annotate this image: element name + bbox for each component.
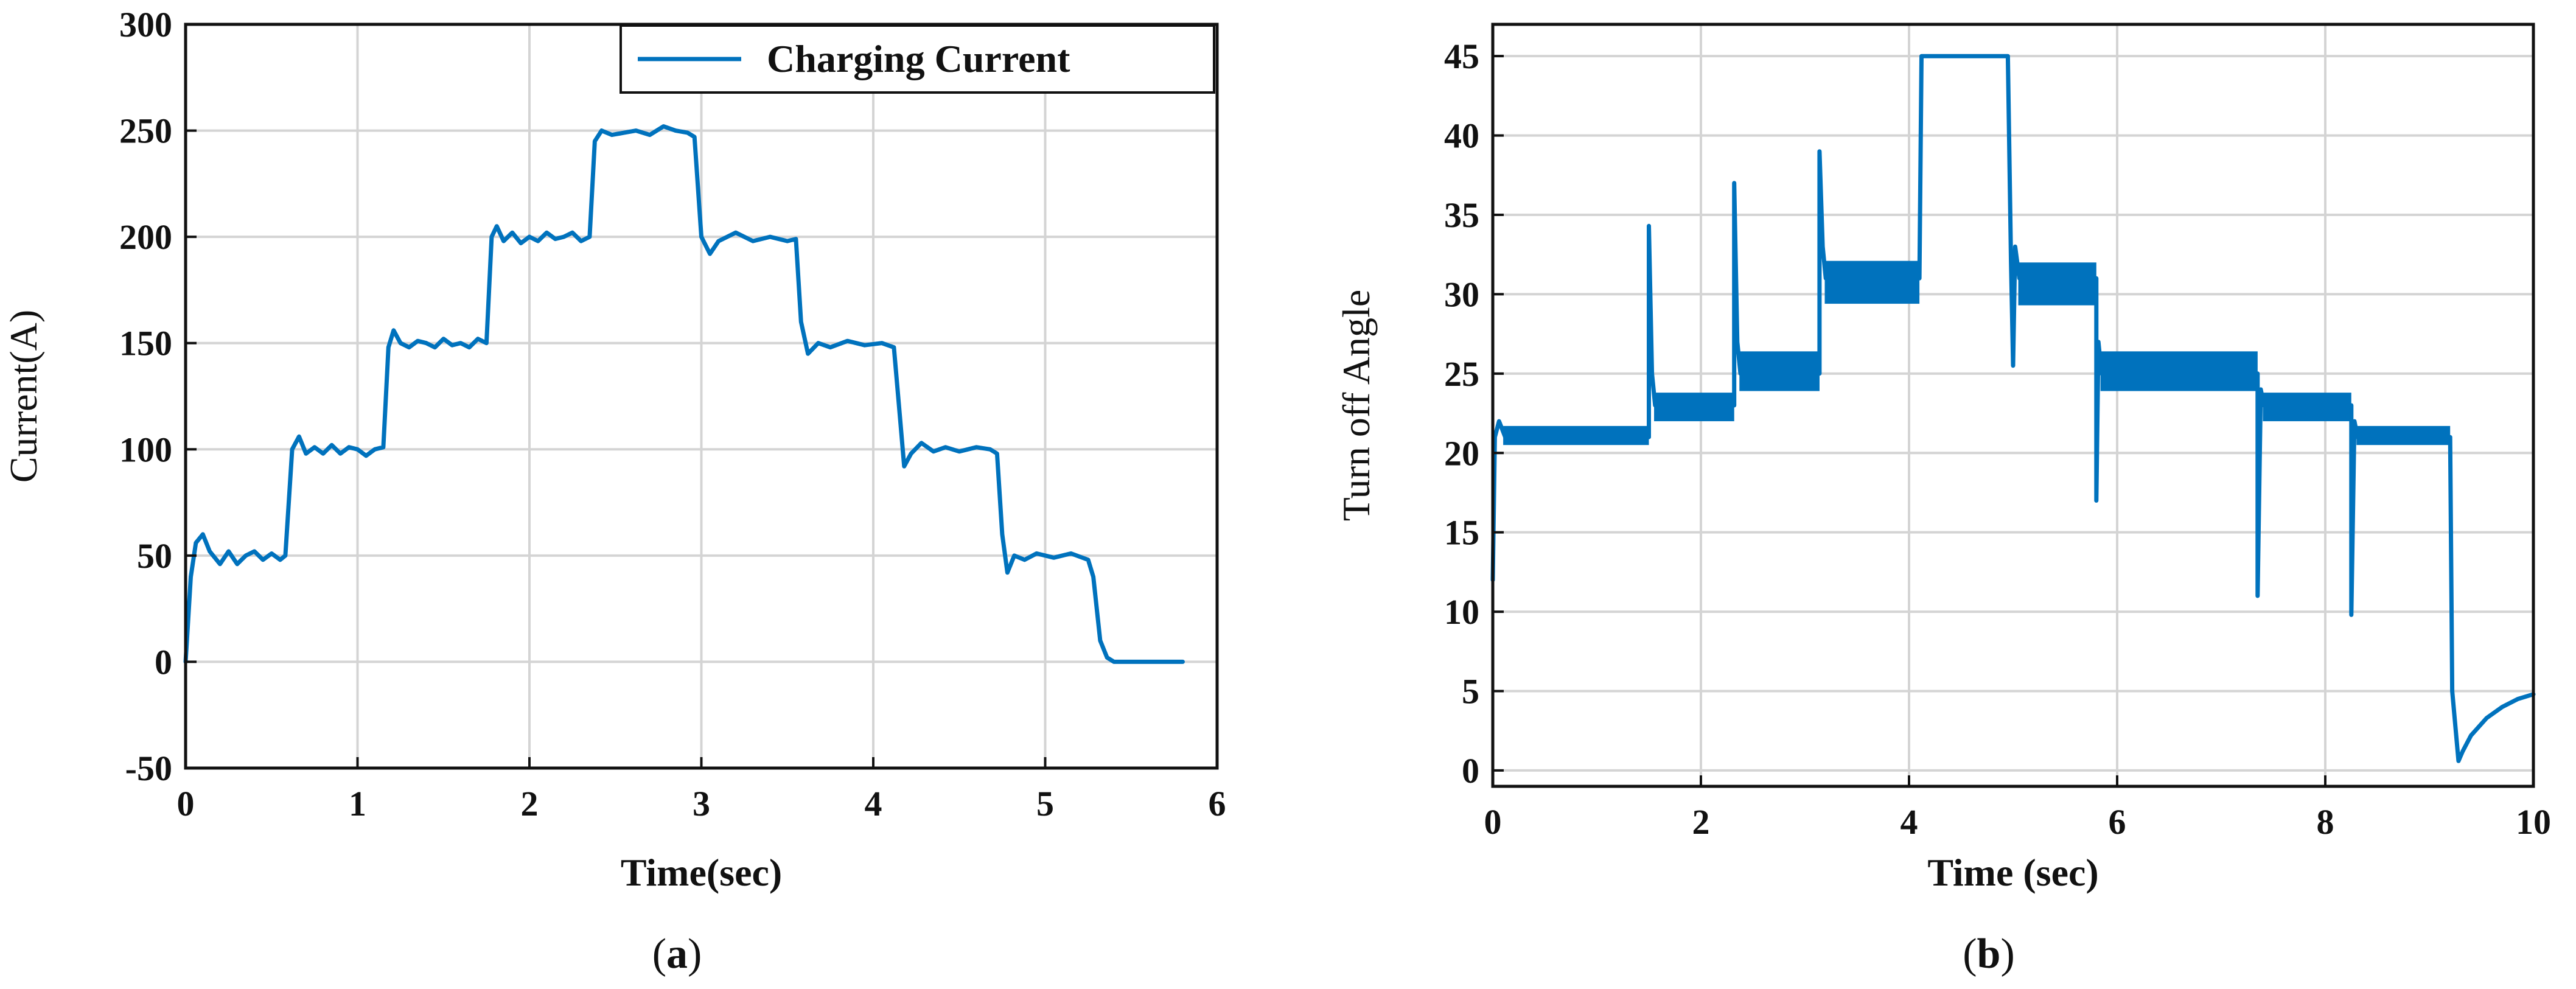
y-tick-label: 250: [119, 111, 172, 151]
series-line-turn-off-angle: [1490, 54, 2536, 763]
y-tick-label: 35: [1444, 195, 1479, 235]
y-tick-label: 0: [1462, 751, 1479, 791]
series-line-charging-current: [183, 124, 1185, 664]
x-tick-label: 2: [521, 784, 539, 823]
x-tick-label: 0: [1484, 802, 1502, 842]
y-tick-label: 200: [119, 217, 172, 257]
x-tick-label: 8: [2317, 802, 2334, 842]
x-tick-label: 2: [1692, 802, 1710, 842]
x-tick-label: 3: [693, 784, 710, 823]
y-tick-label: 150: [119, 324, 172, 363]
caption-b-close: ): [2000, 931, 2014, 977]
ripple-band: [1739, 351, 1820, 391]
chart-panel-b: 0 2 4 6 8 10 0 5 10 15 20 25 30 35 40 45 Time (sec) Tur…: [1335, 23, 2551, 977]
caption-b-open: (: [1963, 931, 1977, 977]
x-tick-label: 4: [865, 784, 882, 823]
x-axis-label-a: Time(sec): [621, 851, 782, 894]
y-tick-label: 0: [155, 642, 172, 682]
x-tick-label: 4: [1901, 802, 1918, 842]
y-tick-label: 25: [1444, 354, 1479, 394]
series-layer-a: [183, 124, 1185, 664]
ripple-band: [2100, 351, 2258, 391]
caption-a-close: ): [688, 931, 702, 977]
tick-layer-b: 0 2 4 6 8 10 0 5 10 15 20 25 30 35 40 45: [1444, 37, 2551, 842]
y-tick-label: 15: [1444, 513, 1479, 553]
legend-label: Charging Current: [767, 37, 1070, 80]
y-tick-label: 300: [119, 5, 172, 44]
y-tick-label: 10: [1444, 592, 1479, 632]
caption-a-letter: a: [666, 931, 688, 977]
series-layer-b: [1490, 54, 2536, 763]
y-tick-label: 100: [119, 430, 172, 469]
y-tick-label: 30: [1444, 274, 1479, 314]
x-tick-label: 5: [1036, 784, 1054, 823]
y-tick-label: 5: [1462, 672, 1479, 711]
legend-a: Charging Current: [620, 24, 1215, 94]
grid-layer-a: [186, 24, 1217, 768]
y-axis-label-a: Current(A): [2, 310, 45, 483]
y-tick-label: 40: [1444, 116, 1479, 156]
y-tick-label: 45: [1444, 37, 1479, 76]
x-tick-label: 1: [349, 784, 366, 823]
y-tick-label: 50: [137, 536, 172, 576]
caption-b-letter: b: [1977, 931, 2001, 977]
x-tick-label: 6: [1209, 784, 1226, 823]
x-tick-label: 10: [2516, 802, 2551, 842]
caption-b: (b): [1963, 931, 2015, 977]
x-tick-label: 0: [177, 784, 195, 823]
caption-a-open: (: [652, 931, 666, 977]
ripple-band: [1824, 260, 1920, 304]
y-tick-label: 20: [1444, 433, 1479, 473]
x-tick-label: 6: [2109, 802, 2126, 842]
caption-a: (a): [652, 931, 702, 977]
x-axis-label-b: Time (sec): [1927, 851, 2098, 894]
ripple-band: [2018, 262, 2096, 306]
plot-frame-b: [1491, 23, 2535, 788]
y-tick-label: -50: [125, 749, 172, 788]
y-axis-label-b: Turn off Angle: [1335, 290, 1378, 522]
